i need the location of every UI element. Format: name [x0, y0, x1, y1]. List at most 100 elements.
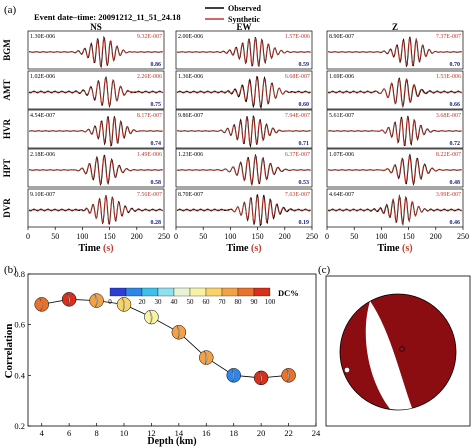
beachball-nodal-band — [176, 325, 180, 339]
trace-frame — [326, 70, 464, 110]
colorbar-tick-label: 70 — [219, 298, 227, 306]
colorbar-segment — [253, 287, 271, 297]
correlation-value: 0.74 — [151, 141, 162, 147]
colorbar-segment — [205, 287, 223, 297]
time-tick-label: 0 — [325, 232, 329, 241]
time-tick-label: 100 — [375, 232, 387, 241]
time-tick-label: 100 — [76, 232, 88, 241]
beachball-dilatational-quadrant — [365, 301, 412, 410]
synthetic-amplitude: 7.94E-007 — [285, 113, 310, 119]
colorbar-segment — [237, 287, 255, 297]
depth-point — [34, 297, 49, 312]
depth-point — [226, 368, 241, 383]
panel-b-label: (b) — [4, 264, 17, 276]
trace-frame — [27, 188, 165, 228]
trace-frame — [326, 188, 464, 228]
time-axis-label: Time (s) — [377, 243, 412, 254]
correlation-value: 0.60 — [299, 102, 310, 108]
synthetic-amplitude: 8.22E-007 — [436, 152, 461, 158]
trace-frame — [27, 30, 165, 70]
synthetic-waveform — [29, 154, 163, 185]
time-axis-label: Time (s) — [226, 243, 261, 254]
station-label: HPT — [2, 159, 12, 178]
colorbar-segment — [141, 287, 159, 297]
colorbar-tick-label: 50 — [187, 298, 195, 306]
correlation-value: 0.28 — [151, 220, 162, 226]
synthetic-amplitude: 8.17E-007 — [137, 113, 162, 119]
synthetic-waveform — [328, 155, 462, 185]
colorbar-segment — [125, 287, 143, 297]
observed-amplitude: 2.18E-006 — [30, 152, 55, 158]
x-tick-label: 18 — [229, 428, 238, 438]
correlation-value: 0.71 — [299, 141, 310, 147]
beachball-nodal-band — [259, 371, 263, 385]
t-axis-marker — [399, 346, 405, 352]
colorbar-segment — [173, 287, 191, 297]
time-tick-label: 150 — [252, 232, 264, 241]
x-tick-label: 10 — [120, 428, 129, 438]
x-tick-label: 22 — [284, 428, 293, 438]
time-tick-label: 50 — [199, 232, 207, 241]
beachball-nodal-band — [67, 292, 71, 306]
synthetic-waveform — [177, 76, 311, 107]
synthetic-waveform — [29, 117, 163, 146]
y-tick-label: 0.8 — [14, 269, 25, 279]
observed-waveform — [28, 195, 163, 225]
colorbar-tick-label: 30 — [155, 298, 163, 306]
synthetic-waveform — [29, 195, 163, 225]
time-tick-label: 150 — [403, 232, 415, 241]
observed-amplitude: 1.69E-006 — [329, 74, 354, 80]
trace-frame — [175, 188, 313, 228]
beachball-nodal-band — [121, 297, 125, 311]
beachball-nodal-band — [231, 368, 235, 382]
trace-frame — [326, 148, 464, 188]
observed-amplitude: 1.23E-006 — [178, 152, 203, 158]
trace-frame — [175, 148, 313, 188]
beachball-nodal-band — [286, 368, 290, 382]
waveform-panel: NS EW Z BGM AMT HVR HPT DVR 1.30E-006 9.32E-007 0.… — [2, 22, 469, 254]
synthetic-waveform — [328, 115, 462, 145]
synthetic-waveform — [29, 78, 163, 107]
time-tick-label: 150 — [104, 232, 116, 241]
x-tick-label: 6 — [67, 428, 71, 438]
focal-mechanism-beachball — [339, 293, 457, 411]
station-label: BGM — [2, 39, 12, 61]
y-axis-label: Correlation — [3, 324, 15, 379]
trace-frame — [175, 30, 313, 70]
time-tick-label: 100 — [224, 232, 236, 241]
depth-point — [144, 309, 159, 325]
p-axis-marker — [344, 367, 350, 373]
observed-amplitude: 9.10E-007 — [30, 192, 55, 198]
time-tick-label: 250 — [158, 232, 170, 241]
synthetic-amplitude: 7.63E-007 — [285, 192, 310, 198]
synthetic-amplitude: 9.32E-007 — [137, 34, 162, 40]
x-tick-label: 14 — [175, 428, 184, 438]
synthetic-amplitude: 7.56E-007 — [137, 192, 162, 198]
trace-frame — [175, 70, 313, 110]
x-tick-label: 16 — [202, 428, 211, 438]
x-tick-label: 12 — [147, 428, 156, 438]
observed-amplitude: 1.30E-006 — [30, 34, 55, 40]
depth-point — [61, 292, 77, 307]
synthetic-amplitude: 1.57E-006 — [285, 34, 310, 40]
observed-amplitude: 1.36E-006 — [178, 74, 203, 80]
observed-amplitude: 1.02E-006 — [30, 74, 55, 80]
depth-correlation-plot: Correlation Depth (km) 01020304050607080… — [3, 269, 321, 447]
time-axis-label: Time (s) — [78, 243, 113, 254]
time-tick-label: 0 — [174, 232, 178, 241]
x-tick-label: 8 — [94, 428, 98, 438]
time-tick-label: 250 — [306, 232, 318, 241]
colorbar-tick-label: 0 — [108, 298, 112, 306]
synthetic-waveform — [177, 116, 311, 146]
depth-point — [116, 297, 132, 312]
panel-a-label: (a) — [4, 4, 17, 16]
correlation-value: 0.59 — [299, 62, 310, 68]
correlation-value: 0.72 — [450, 141, 461, 147]
time-tick-label: 200 — [430, 232, 442, 241]
colorbar-tick-label: 40 — [171, 298, 179, 306]
trace-frame — [326, 109, 464, 149]
event-label: Event date–time: 20091212_11_51_24.18 — [34, 12, 181, 22]
y-tick-label: 0.4 — [14, 370, 25, 380]
correlation-value: 0.75 — [151, 102, 162, 108]
depth-point — [281, 368, 296, 383]
